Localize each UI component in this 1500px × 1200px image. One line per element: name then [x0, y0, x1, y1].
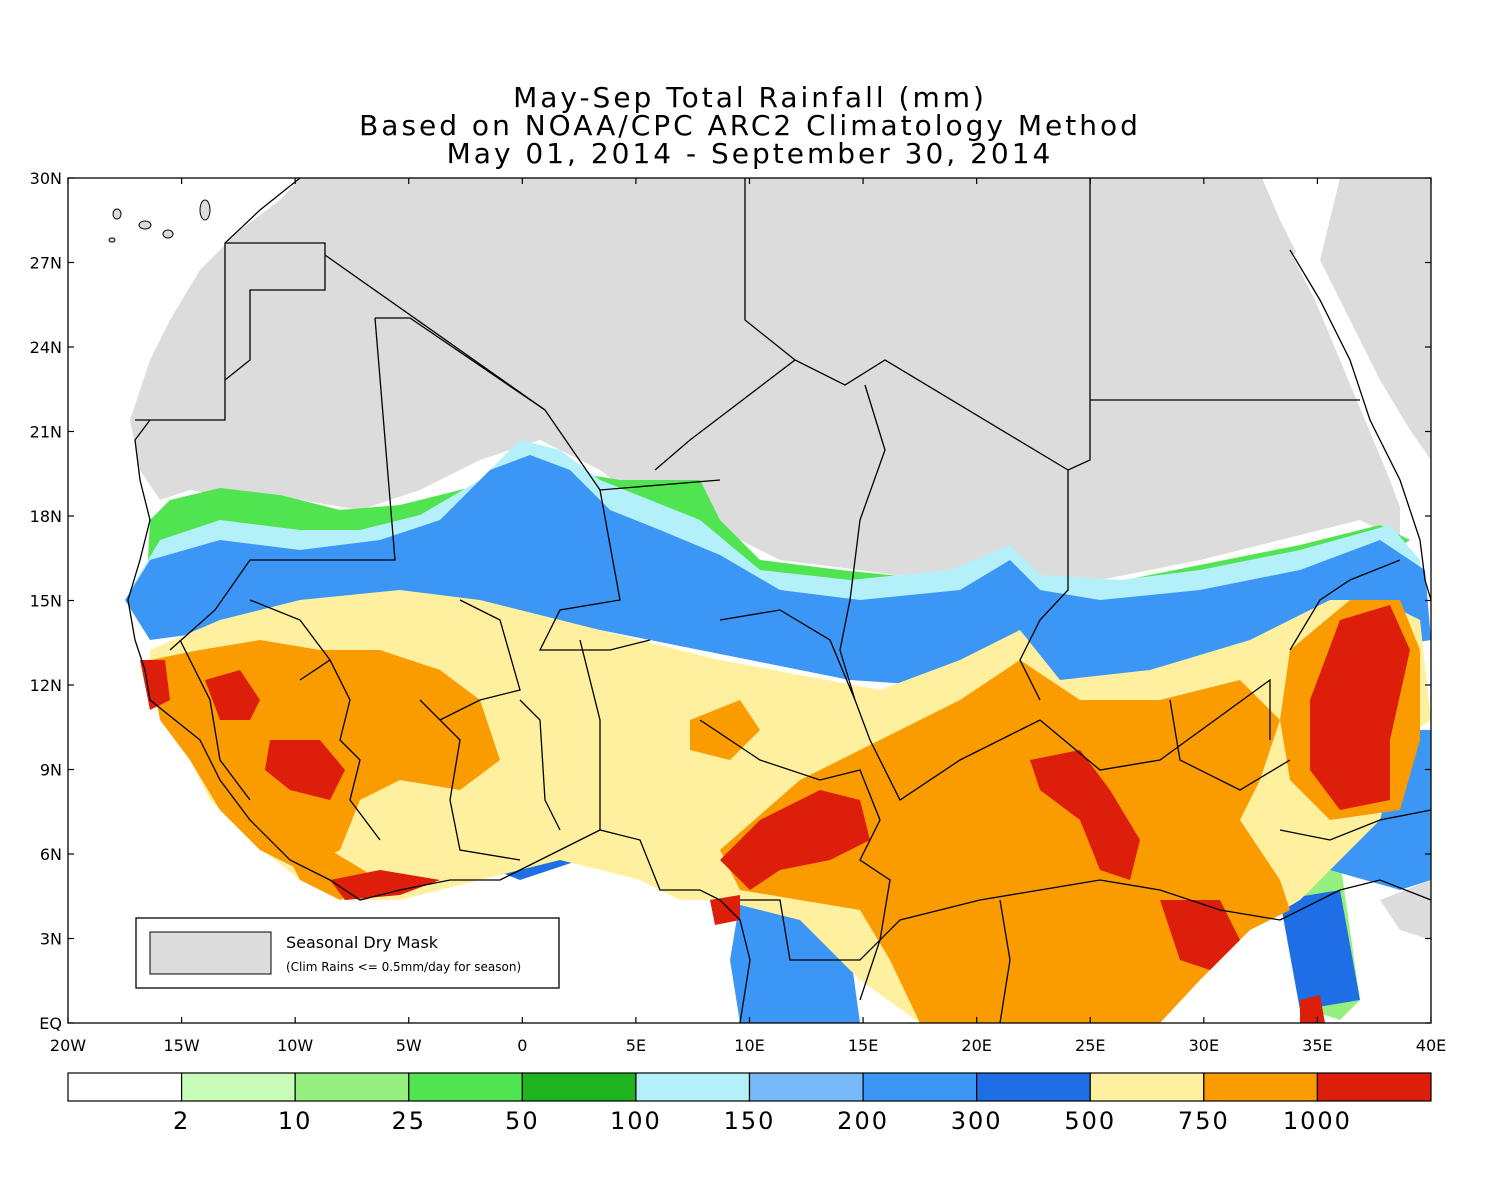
rain-band-1000-guinea — [205, 670, 260, 720]
lat-label: 30N — [30, 169, 62, 188]
rain-band-300 — [125, 455, 1431, 700]
canary-islands — [108, 199, 211, 243]
rain-band-1000-sierra — [265, 740, 345, 800]
longitude-axis: 20W 15W 10W 5W 0 5E 10E 15E 20E 25E 30E 35E 40E — [50, 178, 1446, 1055]
lat-label: 24N — [30, 338, 62, 357]
coastline — [127, 419, 751, 1023]
lon-label: 25E — [1075, 1036, 1105, 1055]
colorbar-swatch — [180, 1072, 296, 1102]
colorbar: 2 10 25 50 100 150 200 300 500 750 1000 — [67, 1072, 1432, 1135]
dry-mask-horn — [1320, 178, 1431, 460]
lon-label: 15W — [163, 1036, 199, 1055]
lon-label: 40E — [1416, 1036, 1446, 1055]
colorbar-swatch — [67, 1072, 183, 1102]
rain-band-300-south — [730, 880, 860, 1023]
red-sea — [1292, 250, 1420, 540]
rain-band-1000-senegal — [140, 660, 170, 710]
rain-band-1000-ethiopia — [1310, 605, 1410, 810]
rain-band-1000-uganda — [1300, 995, 1325, 1023]
colorbar-label: 500 — [1064, 1107, 1116, 1135]
colorbar-swatch — [862, 1072, 978, 1102]
colorbar-label: 1000 — [1283, 1107, 1352, 1135]
colorbar-swatch — [521, 1072, 637, 1102]
lat-label: 12N — [30, 676, 62, 695]
dry-mask-legend: Seasonal Dry Mask (Clim Rains <= 0.5mm/d… — [135, 917, 560, 989]
coastline-east — [1289, 249, 1431, 601]
colorbar-label: 25 — [391, 1107, 426, 1135]
lat-label: EQ — [39, 1014, 62, 1033]
colorbar-swatch — [294, 1072, 410, 1102]
lon-label: 10W — [277, 1036, 313, 1055]
lat-label: 9N — [40, 761, 62, 780]
colorbar-swatch — [1203, 1072, 1319, 1102]
lat-label: 3N — [40, 930, 62, 949]
rain-band-300-lake — [1280, 890, 1360, 1010]
colorbar-swatch — [1089, 1072, 1205, 1102]
colorbar-swatch — [976, 1072, 1091, 1102]
map-title-line1: May-Sep Total Rainfall (mm) — [513, 81, 987, 114]
colorbar-swatch — [635, 1072, 751, 1102]
lon-label: 20W — [50, 1036, 86, 1055]
rain-band-1000-car — [1030, 750, 1140, 880]
rain-band-1000-sudan — [1160, 900, 1240, 970]
lat-label: 18N — [30, 507, 62, 526]
lon-label: 15E — [848, 1036, 878, 1055]
colorbar-label: 10 — [278, 1107, 313, 1135]
colorbar-label: 750 — [1178, 1107, 1230, 1135]
country-borders — [135, 178, 1431, 1023]
map-title-line3: May 01, 2014 - September 30, 2014 — [446, 137, 1054, 170]
lat-label: 21N — [30, 423, 62, 442]
lon-label: 20E — [961, 1036, 991, 1055]
dry-mask-note: (Clim Rains <= 0.5mm/day for season) — [286, 960, 521, 974]
rain-band-1000-cameroon — [720, 790, 870, 890]
colorbar-label: 150 — [724, 1107, 776, 1135]
lon-label: 0 — [517, 1036, 527, 1055]
colorbar-swatch — [748, 1072, 864, 1102]
colorbar-label: 2 — [173, 1107, 190, 1135]
latitude-axis: 30N 27N 24N 21N 18N 15N 12N 9N 6N 3N EQ — [30, 169, 1431, 1033]
colorbar-label: 100 — [610, 1107, 662, 1135]
lat-label: 27N — [30, 254, 62, 273]
colorbar-swatch — [408, 1072, 523, 1102]
map-field: Seasonal Dry Mask (Clim Rains <= 0.5mm/d… — [68, 178, 1431, 1023]
lon-label: 10E — [734, 1036, 764, 1055]
colorbar-label: 300 — [951, 1107, 1003, 1135]
dry-mask-label: Seasonal Dry Mask — [286, 933, 439, 952]
lat-label: 15N — [30, 592, 62, 611]
lon-label: 35E — [1302, 1036, 1332, 1055]
rain-band-750-nigeria — [690, 700, 760, 760]
colorbar-label: 50 — [505, 1107, 540, 1135]
lon-label: 5E — [626, 1036, 646, 1055]
lon-label: 5W — [396, 1036, 422, 1055]
colorbar-swatch — [1316, 1072, 1432, 1102]
rain-band-1000-liberia — [330, 870, 440, 900]
rain-band-1000-gabon — [710, 895, 740, 925]
map-title-line2: Based on NOAA/CPC ARC2 Climatology Metho… — [359, 109, 1141, 142]
lat-label: 6N — [40, 845, 62, 864]
colorbar-label: 200 — [837, 1107, 889, 1135]
rain-band-750-central — [720, 660, 1290, 1023]
dry-mask-swatch — [149, 931, 272, 975]
lon-label: 30E — [1189, 1036, 1219, 1055]
dry-mask-region — [130, 178, 1400, 590]
